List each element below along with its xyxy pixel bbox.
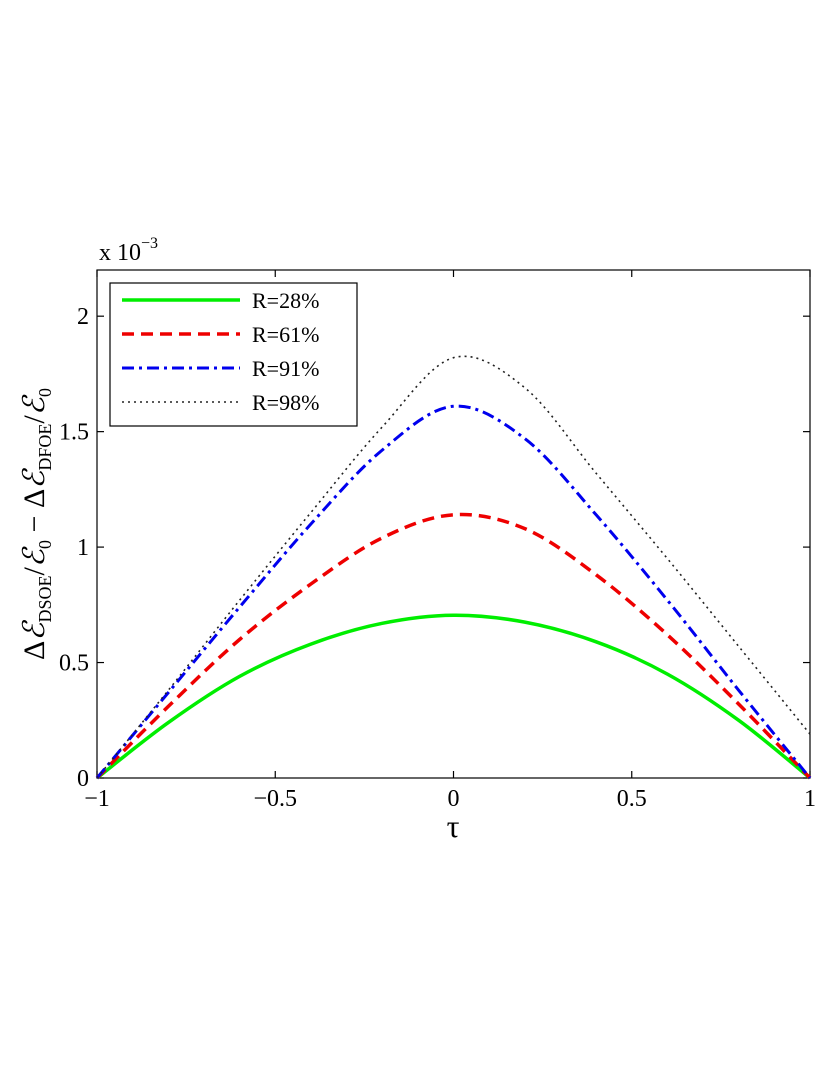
legend-label: R=91% <box>252 356 319 381</box>
x-tick-labels: −1 −0.5 0 0.5 1 <box>84 786 816 812</box>
series-line-R=61% <box>95 512 812 780</box>
legend-label: R=28% <box>252 288 319 313</box>
y-tick-label: 2 <box>77 304 89 330</box>
series-line-R=98% <box>96 355 811 779</box>
x-tick-label: 1 <box>804 786 816 812</box>
series-line-R=28% <box>95 613 812 780</box>
x-tick-label: 0 <box>448 786 460 812</box>
series-lines <box>95 355 812 780</box>
legend: R=28% R=61% R=91% R=98% <box>109 282 358 427</box>
x-tick-label: −0.5 <box>253 786 297 812</box>
y-tick-labels: 0 0.5 1 1.5 2 <box>59 304 89 792</box>
y-tick-label: 1 <box>77 535 89 561</box>
y-axis-title: ΔℰDSOE/ℰ0 − ΔℰDFOE/ℰ0 <box>18 388 55 660</box>
y-scale-label: x 10−3 <box>99 235 158 266</box>
legend-box <box>109 282 358 427</box>
series-line-R=91% <box>95 404 812 779</box>
legend-items: R=28% R=61% R=91% R=98% <box>122 288 319 415</box>
legend-label: R=61% <box>252 322 319 347</box>
x-tick-label: 0.5 <box>617 786 647 812</box>
y-tick-label: 0 <box>77 766 89 792</box>
x-tick-label: −1 <box>84 786 110 812</box>
legend-label: R=98% <box>252 390 319 415</box>
y-tick-label: 1.5 <box>59 420 89 446</box>
x-axis-title: τ <box>447 808 460 844</box>
y-tick-label: 0.5 <box>59 651 89 677</box>
y-scale-exponent: −3 <box>141 235 158 252</box>
